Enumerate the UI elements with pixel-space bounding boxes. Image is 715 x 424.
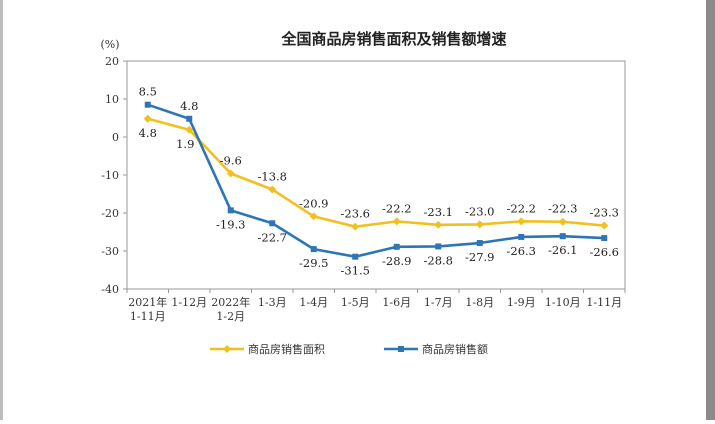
data-point (476, 240, 483, 247)
data-label: -28.8 (424, 253, 454, 267)
x-tick-label: 1-7月 (424, 296, 453, 309)
data-label: -22.7 (258, 230, 288, 244)
y-tick-label: 20 (105, 55, 119, 68)
x-tick-label: 1-4月 (299, 296, 328, 309)
series-line (147, 117, 605, 228)
data-point (435, 243, 442, 250)
data-label: 8.5 (139, 85, 157, 99)
legend-label: 商品房销售额 (422, 342, 488, 356)
data-label: -28.9 (382, 254, 412, 268)
data-point (517, 217, 526, 226)
data-point (475, 220, 484, 229)
data-point (434, 220, 443, 229)
x-tick-label: 2021年 (128, 295, 167, 309)
y-tick-label: -40 (101, 283, 119, 296)
y-tick-label: -10 (101, 169, 119, 182)
x-tick-label: 1-5月 (341, 296, 370, 309)
data-point (269, 220, 276, 227)
data-point (392, 217, 401, 226)
data-label: -13.8 (258, 169, 288, 183)
data-point (351, 222, 360, 231)
x-tick-label: 1-8月 (465, 296, 494, 309)
data-label: -26.3 (507, 244, 537, 258)
data-point (185, 125, 194, 134)
data-label: -23.1 (424, 205, 454, 219)
x-tick-label: 1-9月 (507, 296, 536, 309)
data-point (310, 246, 317, 253)
data-label: -20.9 (299, 196, 329, 210)
x-tick-label: 1-3月 (258, 296, 287, 309)
data-label: -23.0 (465, 204, 495, 218)
data-point (352, 253, 359, 260)
series-line (147, 103, 605, 259)
data-label: -26.1 (548, 243, 578, 257)
x-tick-label: 1-12月 (171, 296, 207, 309)
data-point (558, 217, 567, 226)
data-label: 4.8 (139, 126, 157, 140)
x-tick-label: 2022年 (211, 295, 250, 309)
y-axis-unit-label: (%) (100, 38, 119, 51)
data-label: 4.8 (180, 99, 198, 113)
data-label: -22.2 (382, 201, 412, 215)
data-point (601, 235, 608, 242)
data-label: -31.5 (341, 264, 371, 278)
data-point (144, 101, 151, 108)
data-label: -22.2 (507, 201, 537, 215)
data-point (393, 243, 400, 250)
data-point (600, 221, 609, 230)
chart-title: 全国商品房销售面积及销售额增速 (280, 30, 506, 48)
data-point (186, 115, 193, 122)
left-border (0, 0, 3, 420)
data-point (227, 207, 234, 214)
data-label: -27.9 (465, 250, 495, 264)
data-label: -23.6 (341, 207, 371, 221)
data-label: -26.6 (590, 245, 620, 259)
data-point (143, 114, 152, 123)
x-tick-label: 1-11月 (586, 296, 622, 309)
data-label: -23.3 (590, 206, 620, 220)
data-point (559, 233, 566, 240)
y-tick-label: 10 (105, 93, 119, 106)
right-border (706, 0, 715, 420)
x-tick-label: 1-10月 (545, 296, 581, 309)
legend-label: 商品房销售面积 (248, 342, 325, 356)
data-point (268, 185, 277, 194)
data-point (226, 169, 235, 178)
y-tick-label: -20 (101, 207, 119, 220)
y-tick-label: 0 (112, 131, 119, 144)
legend-marker (223, 345, 231, 353)
data-labels: 4.8 1.9 -9.6 -13.8 -20.9 -23.6 -22.2 -23.1 -23.0… (139, 85, 619, 278)
x-tick-label: 1-2月 (216, 310, 245, 323)
data-label: -29.5 (299, 256, 329, 270)
series-layer (143, 101, 609, 260)
data-label: -9.6 (220, 153, 242, 167)
data-point (518, 233, 525, 240)
data-label: -19.3 (216, 217, 246, 231)
data-label: -22.3 (548, 202, 578, 216)
data-point (309, 212, 318, 221)
x-tick-label: 1-6月 (382, 296, 411, 309)
y-tick-label: -30 (101, 245, 119, 258)
data-label: 1.9 (176, 137, 194, 151)
legend: 商品房销售面积 商品房销售额 (210, 342, 488, 356)
x-tick-label: 1-11月 (130, 310, 166, 323)
legend-marker (398, 346, 404, 352)
